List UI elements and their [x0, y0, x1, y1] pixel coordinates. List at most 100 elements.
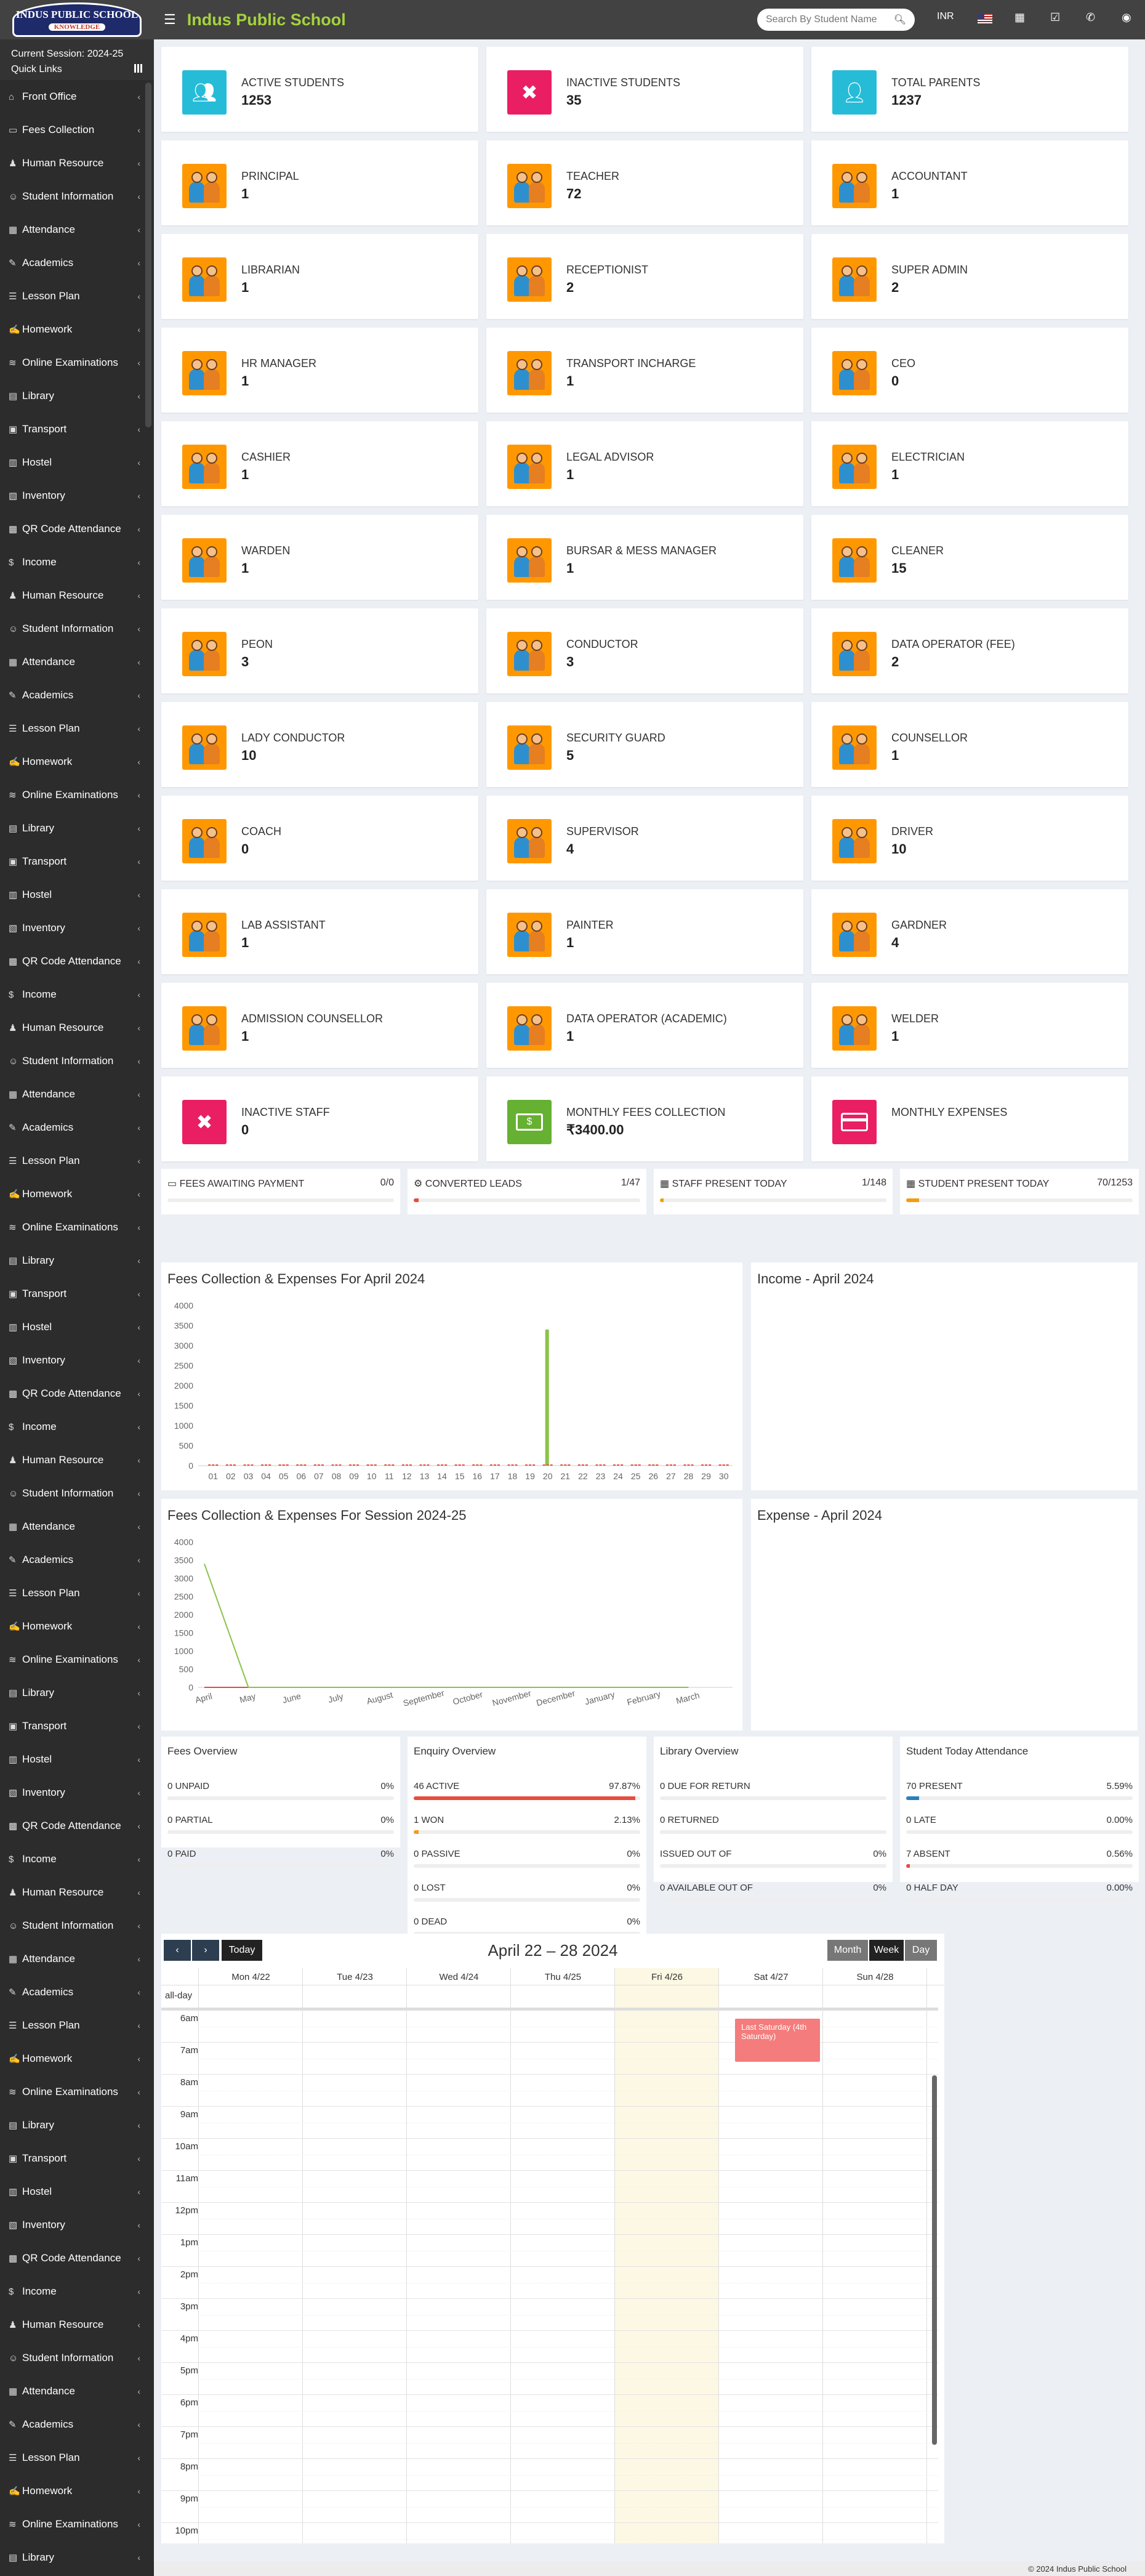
sidebar-item-fees-collection[interactable]: ▭ Fees Collection ‹ — [0, 113, 154, 147]
sidebar-item-front-office[interactable]: ⌂ Front Office ‹ — [0, 80, 154, 113]
sidebar-item-online-examinations[interactable]: ≋ Online Examinations ‹ — [0, 2508, 154, 2541]
calendar-scrollbar[interactable] — [931, 2014, 938, 2537]
stat-card[interactable]: CLEANER 15 — [811, 515, 1128, 600]
sidebar-item-income[interactable]: $ Income ‹ — [0, 546, 154, 579]
sidebar-item-human-resource[interactable]: ♟ Human Resource ‹ — [0, 579, 154, 612]
stat-card[interactable]: ✖ INACTIVE STAFF 0 — [161, 1076, 478, 1161]
sidebar-item-homework[interactable]: ✍ Homework ‹ — [0, 1610, 154, 1643]
sidebar-item-student-information[interactable]: ☺ Student Information ‹ — [0, 1044, 154, 1078]
stat-card[interactable]: ELECTRICIAN 1 — [811, 421, 1128, 506]
sidebar-item-online-examinations[interactable]: ≋ Online Examinations ‹ — [0, 778, 154, 812]
stat-card[interactable]: CONDUCTOR 3 — [486, 608, 803, 693]
sidebar-item-library[interactable]: ▤ Library ‹ — [0, 1244, 154, 1277]
sidebar-item-academics[interactable]: ✎ Academics ‹ — [0, 1111, 154, 1144]
sidebar-item-academics[interactable]: ✎ Academics ‹ — [0, 246, 154, 280]
quick-links-label[interactable]: Quick Links — [11, 63, 62, 75]
sidebar-item-hostel[interactable]: ▥ Hostel ‹ — [0, 2175, 154, 2208]
sidebar-item-library[interactable]: ▤ Library ‹ — [0, 1676, 154, 1710]
sidebar-item-homework[interactable]: ✍ Homework ‹ — [0, 313, 154, 346]
sidebar-item-student-information[interactable]: ☺ Student Information ‹ — [0, 1909, 154, 1942]
sidebar-item-student-information[interactable]: ☺ Student Information ‹ — [0, 1477, 154, 1510]
stat-card[interactable]: DRIVER 10 — [811, 796, 1128, 881]
stat-card[interactable]: PAINTER 1 — [486, 889, 803, 974]
calendar-next-button[interactable]: › — [192, 1940, 219, 1961]
sidebar-item-income[interactable]: $ Income ‹ — [0, 2275, 154, 2308]
stat-card[interactable]: MONTHLY EXPENSES — [811, 1076, 1128, 1161]
sidebar-item-human-resource[interactable]: ♟ Human Resource ‹ — [0, 1011, 154, 1044]
sidebar-item-homework[interactable]: ✍ Homework ‹ — [0, 1177, 154, 1211]
stat-card[interactable]: COUNSELLOR 1 — [811, 702, 1128, 787]
stat-card[interactable]: BURSAR & MESS MANAGER 1 — [486, 515, 803, 600]
stat-card[interactable]: WELDER 1 — [811, 983, 1128, 1068]
currency-selector[interactable]: INR — [937, 11, 954, 22]
sidebar-item-hostel[interactable]: ▥ Hostel ‹ — [0, 1310, 154, 1344]
sidebar-item-transport[interactable]: ▣ Transport ‹ — [0, 845, 154, 878]
sidebar-item-student-information[interactable]: ☺ Student Information ‹ — [0, 180, 154, 213]
whatsapp-icon[interactable]: ✆ — [1086, 11, 1096, 23]
stat-card[interactable]: 👥︎ ACTIVE STUDENTS 1253 — [161, 47, 478, 132]
sidebar-item-academics[interactable]: ✎ Academics ‹ — [0, 1976, 154, 2009]
stat-card[interactable]: $ MONTHLY FEES COLLECTION ₹3400.00 — [486, 1076, 803, 1161]
sidebar-item-income[interactable]: $ Income ‹ — [0, 1410, 154, 1443]
stat-card[interactable]: CEO 0 — [811, 328, 1128, 413]
sidebar-item-lesson-plan[interactable]: ☰ Lesson Plan ‹ — [0, 1144, 154, 1177]
sidebar-item-online-examinations[interactable]: ≋ Online Examinations ‹ — [0, 2075, 154, 2109]
sidebar-item-lesson-plan[interactable]: ☰ Lesson Plan ‹ — [0, 280, 154, 313]
sidebar-item-human-resource[interactable]: ♟ Human Resource ‹ — [0, 2308, 154, 2341]
sidebar-item-attendance[interactable]: ▦ Attendance ‹ — [0, 645, 154, 679]
stat-card[interactable]: HR MANAGER 1 — [161, 328, 478, 413]
sidebar-item-lesson-plan[interactable]: ☰ Lesson Plan ‹ — [0, 2009, 154, 2042]
sidebar-item-attendance[interactable]: ▦ Attendance ‹ — [0, 1510, 154, 1543]
menu-toggle-icon[interactable]: ☰ — [164, 12, 176, 27]
sidebar-item-qr-code-attendance[interactable]: ▩ QR Code Attendance ‹ — [0, 1809, 154, 1843]
stat-card[interactable]: ✖ INACTIVE STUDENTS 35 — [486, 47, 803, 132]
sidebar-item-attendance[interactable]: ▦ Attendance ‹ — [0, 213, 154, 246]
logo-area[interactable]: INDUS PUBLIC SCHOOL KNOWLEDGE — [0, 0, 154, 39]
sidebar-scrollbar[interactable] — [145, 83, 151, 427]
sidebar-item-library[interactable]: ▤ Library ‹ — [0, 2541, 154, 2574]
sidebar-item-library[interactable]: ▤ Library ‹ — [0, 2109, 154, 2142]
stat-card[interactable]: TEACHER 72 — [486, 140, 803, 225]
sidebar-item-transport[interactable]: ▣ Transport ‹ — [0, 2142, 154, 2175]
stat-card[interactable]: SUPERVISOR 4 — [486, 796, 803, 881]
student-search-input[interactable] — [766, 14, 894, 25]
sidebar-item-academics[interactable]: ✎ Academics ‹ — [0, 2408, 154, 2441]
view-day-button[interactable]: Day — [905, 1940, 937, 1961]
stat-card[interactable]: CASHIER 1 — [161, 421, 478, 506]
stat-card[interactable]: WARDEN 1 — [161, 515, 478, 600]
sidebar-item-human-resource[interactable]: ♟ Human Resource ‹ — [0, 1876, 154, 1909]
sidebar-item-lesson-plan[interactable]: ☰ Lesson Plan ‹ — [0, 1577, 154, 1610]
sidebar-item-hostel[interactable]: ▥ Hostel ‹ — [0, 878, 154, 911]
sidebar-item-homework[interactable]: ✍ Homework ‹ — [0, 2042, 154, 2075]
sidebar-item-qr-code-attendance[interactable]: ▩ QR Code Attendance ‹ — [0, 1377, 154, 1410]
sidebar-item-library[interactable]: ▤ Library ‹ — [0, 812, 154, 845]
stat-card[interactable]: COACH 0 — [161, 796, 478, 881]
sidebar-item-inventory[interactable]: ▧ Inventory ‹ — [0, 2208, 154, 2242]
sidebar-item-hostel[interactable]: ▥ Hostel ‹ — [0, 446, 154, 479]
sidebar-item-attendance[interactable]: ▦ Attendance ‹ — [0, 1942, 154, 1976]
sidebar-item-online-examinations[interactable]: ≋ Online Examinations ‹ — [0, 1211, 154, 1244]
language-flag-icon[interactable] — [978, 14, 992, 23]
calendar-today-button[interactable]: Today — [222, 1940, 262, 1961]
sidebar-item-inventory[interactable]: ▧ Inventory ‹ — [0, 1344, 154, 1377]
stat-card[interactable]: LIBRARIAN 1 — [161, 234, 478, 319]
stat-card[interactable]: PRINCIPAL 1 — [161, 140, 478, 225]
stat-card[interactable]: ACCOUNTANT 1 — [811, 140, 1128, 225]
sidebar-item-hostel[interactable]: ▥ Hostel ‹ — [0, 1743, 154, 1776]
sidebar-item-academics[interactable]: ✎ Academics ‹ — [0, 679, 154, 712]
calendar-icon[interactable]: ▦ — [1014, 11, 1026, 23]
sidebar-item-transport[interactable]: ▣ Transport ‹ — [0, 413, 154, 446]
stat-card[interactable]: 👤︎ TOTAL PARENTS 1237 — [811, 47, 1128, 132]
sidebar-item-income[interactable]: $ Income ‹ — [0, 1843, 154, 1876]
sidebar-item-library[interactable]: ▤ Library ‹ — [0, 379, 154, 413]
stat-card[interactable]: LADY CONDUCTOR 10 — [161, 702, 478, 787]
sidebar-item-inventory[interactable]: ▧ Inventory ‹ — [0, 911, 154, 945]
search-icon[interactable]: 🔍︎ — [893, 15, 906, 25]
sidebar-item-lesson-plan[interactable]: ☰ Lesson Plan ‹ — [0, 712, 154, 745]
sidebar-item-attendance[interactable]: ▦ Attendance ‹ — [0, 1078, 154, 1111]
stat-card[interactable]: RECEPTIONIST 2 — [486, 234, 803, 319]
stat-card[interactable]: SECURITY GUARD 5 — [486, 702, 803, 787]
sidebar-item-human-resource[interactable]: ♟ Human Resource ‹ — [0, 147, 154, 180]
sidebar-item-qr-code-attendance[interactable]: ▩ QR Code Attendance ‹ — [0, 945, 154, 978]
sidebar-item-attendance[interactable]: ▦ Attendance ‹ — [0, 2375, 154, 2408]
